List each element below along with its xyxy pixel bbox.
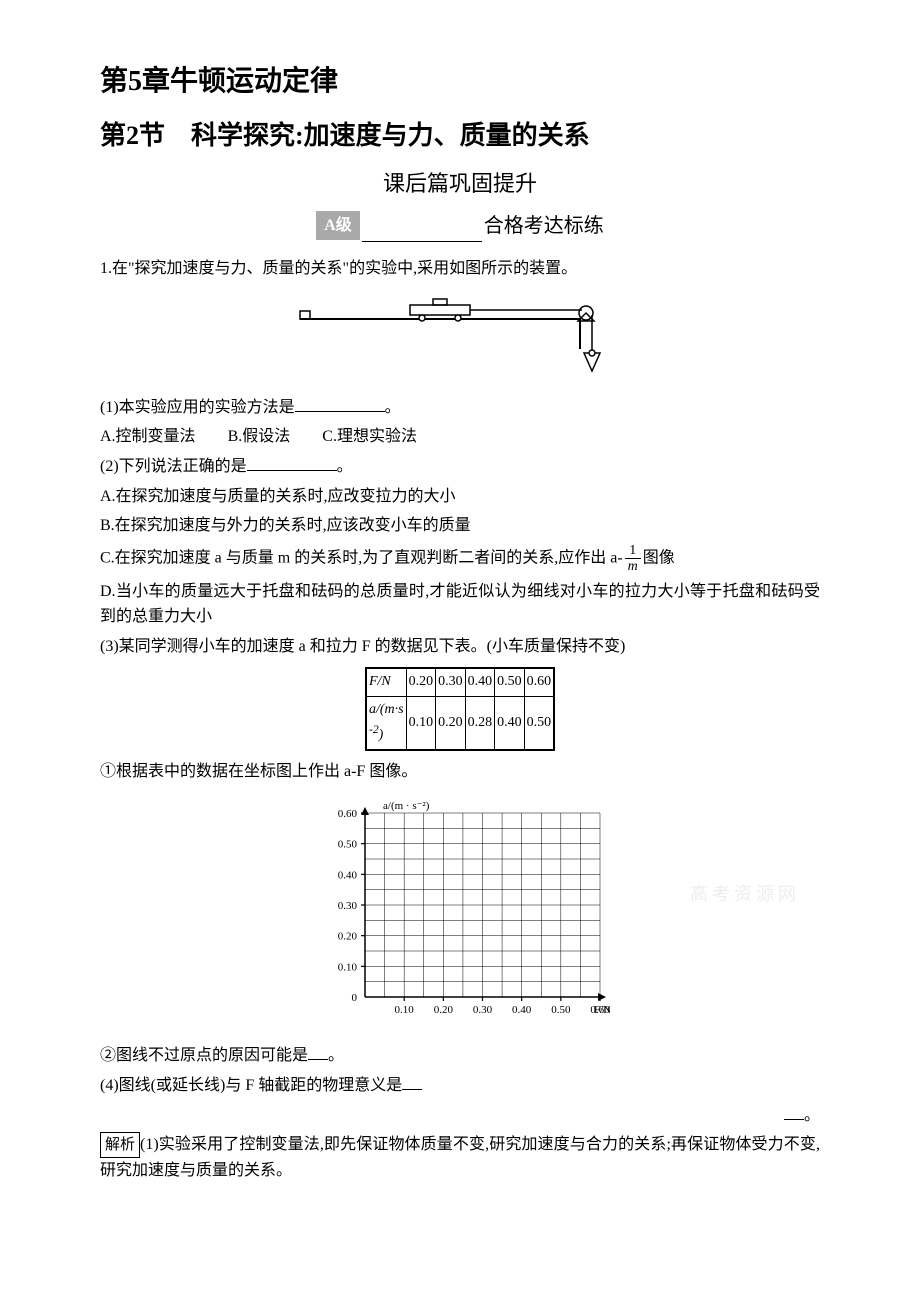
row1-hdr: F/N	[366, 668, 406, 696]
subtitle: 课后篇巩固提升	[100, 166, 820, 201]
cell: 0.28	[465, 696, 495, 750]
cell: 0.40	[495, 696, 525, 750]
analysis: 解析(1)实验采用了控制变量法,即先保证物体质量不变,研究加速度与合力的关系;再…	[100, 1132, 820, 1184]
cell: 0.50	[524, 696, 554, 750]
cell: 0.10	[406, 696, 436, 750]
cell: 0.20	[436, 696, 466, 750]
q1-p4-enddot: 。	[100, 1103, 820, 1129]
q1-p4-end: 。	[804, 1107, 820, 1124]
blank-2	[247, 454, 337, 471]
svg-text:0.40: 0.40	[512, 1004, 532, 1016]
q1-p3: (3)某同学测得小车的加速度 a 和拉力 F 的数据见下表。(小车质量保持不变)	[100, 634, 820, 660]
cell: 0.30	[436, 668, 466, 696]
badge-text: 合格考达标练	[484, 215, 604, 237]
svg-text:F/N: F/N	[594, 1004, 610, 1016]
svg-text:0: 0	[352, 992, 358, 1004]
chart-svg: 0 0.10 0.20 0.30 0.40 0.50 0.60 0.10 0.20 0.30 0.4…	[310, 795, 610, 1025]
opt-a: A.控制变量法	[100, 428, 196, 445]
q1-sub1: ①根据表中的数据在坐标图上作出 a-F 图像。	[100, 759, 820, 785]
cell: 0.20	[406, 668, 436, 696]
svg-text:0.10: 0.10	[338, 961, 358, 973]
opt2-a: A.在探究加速度与质量的关系时,应改变拉力的大小	[100, 484, 820, 510]
watermark: 高考资源网	[690, 880, 800, 909]
q1-p4-label: (4)图线(或延长线)与 F 轴截距的物理意义是	[100, 1077, 402, 1094]
apparatus-svg	[290, 291, 630, 376]
q1-p1-end: 。	[385, 399, 401, 416]
blank-1	[295, 395, 385, 412]
q1-p2-end: 。	[337, 458, 353, 475]
svg-text:a/(m · s⁻²): a/(m · s⁻²)	[383, 800, 430, 812]
q1-p1-opts: A.控制变量法 B.假设法 C.理想实验法	[100, 424, 820, 450]
badge-underline	[362, 241, 482, 242]
blank-4	[402, 1073, 422, 1090]
cell: 0.50	[495, 668, 525, 696]
analysis-label: 解析	[100, 1132, 140, 1158]
chapter-title: 第5章牛顿运动定律	[100, 60, 820, 105]
q1-p2-label: (2)下列说法正确的是	[100, 458, 247, 475]
svg-text:0.20: 0.20	[434, 1004, 454, 1016]
svg-text:0.50: 0.50	[551, 1004, 571, 1016]
opt2-c: C.在探究加速度 a 与质量 m 的关系时,为了直观判断二者间的关系,应作出 a…	[100, 543, 820, 575]
row2-hdr: a/(m·s-2)	[366, 696, 406, 750]
q1-p1: (1)本实验应用的实验方法是 。	[100, 395, 820, 421]
blank-5	[784, 1103, 804, 1120]
opt2-d: D.当小车的质量远大于托盘和砝码的总质量时,才能近似认为细线对小车的拉力大小等于…	[100, 579, 820, 630]
level-badge: A级	[316, 211, 360, 241]
q1-p4: (4)图线(或延长线)与 F 轴截距的物理意义是	[100, 1073, 820, 1099]
fraction-1-over-m: 1m	[625, 543, 641, 575]
svg-text:0.50: 0.50	[338, 838, 358, 850]
svg-text:0.60: 0.60	[338, 808, 358, 820]
analysis-text: (1)实验采用了控制变量法,即先保证物体质量不变,研究加速度与合力的关系;再保证…	[100, 1136, 820, 1179]
chart-figure: 0 0.10 0.20 0.30 0.40 0.50 0.60 0.10 0.20 0.30 0.4…	[100, 795, 820, 1034]
svg-text:0.20: 0.20	[338, 930, 358, 942]
apparatus-figure	[100, 291, 820, 385]
q1-sub2: ②图线不过原点的原因可能是。	[100, 1043, 820, 1069]
svg-text:0.30: 0.30	[473, 1004, 493, 1016]
opt2-b: B.在探究加速度与外力的关系时,应该改变小车的质量	[100, 513, 820, 539]
table-row: F/N 0.20 0.30 0.40 0.50 0.60	[366, 668, 554, 696]
data-table: F/N 0.20 0.30 0.40 0.50 0.60 a/(m·s-2) 0…	[365, 667, 555, 751]
svg-text:0.40: 0.40	[338, 869, 358, 881]
q1-p2: (2)下列说法正确的是 。	[100, 454, 820, 480]
opt2-c-pre: C.在探究加速度 a 与质量 m 的关系时,为了直观判断二者间的关系,应作出 a…	[100, 549, 623, 566]
opt-b: B.假设法	[228, 428, 291, 445]
opt-c: C.理想实验法	[322, 428, 417, 445]
cell: 0.40	[465, 668, 495, 696]
section-title: 第2节 科学探究:加速度与力、质量的关系	[100, 115, 820, 157]
svg-text:0.10: 0.10	[395, 1004, 415, 1016]
q1-sub2-label: ②图线不过原点的原因可能是	[100, 1047, 308, 1064]
blank-3	[308, 1043, 328, 1060]
badge-row: A级 合格考达标练	[100, 210, 820, 242]
q1-stem: 1.在"探究加速度与力、质量的关系"的实验中,采用如图所示的装置。	[100, 256, 820, 282]
opt2-c-post: 图像	[643, 549, 675, 566]
cell: 0.60	[524, 668, 554, 696]
table-row: a/(m·s-2) 0.10 0.20 0.28 0.40 0.50	[366, 696, 554, 750]
q1-p1-label: (1)本实验应用的实验方法是	[100, 399, 295, 416]
svg-text:0.30: 0.30	[338, 900, 358, 912]
